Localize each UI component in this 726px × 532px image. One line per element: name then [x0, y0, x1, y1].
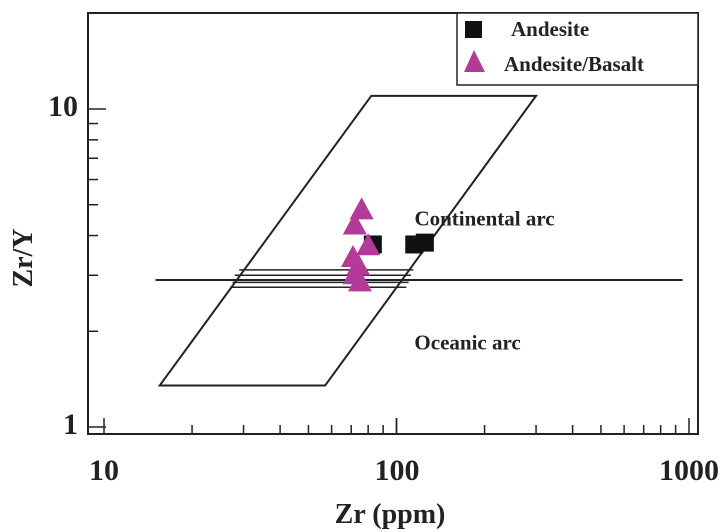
andesite-basalt-point	[349, 197, 374, 220]
continental-arc-label: Continental arc	[414, 207, 554, 231]
legend-label-andesite: Andesite	[511, 17, 589, 41]
x-tick-label-1000: 1000	[659, 454, 719, 487]
y-axis-label: Zr/Y	[8, 228, 39, 287]
y-tick-label-1: 1	[63, 408, 78, 441]
oceanic-arc-label: Oceanic arc	[414, 331, 520, 355]
axis-ticks	[88, 12, 690, 434]
legend-marker-andesite	[465, 21, 482, 38]
x-tick-label-10: 10	[89, 454, 119, 487]
y-tick-label-10: 10	[48, 90, 78, 123]
andesite-basalt-point	[342, 212, 367, 235]
andesite-basalt-point	[347, 269, 372, 292]
legend: Andesite Andesite/Basalt	[456, 12, 699, 86]
legend-box	[456, 12, 699, 86]
andesite-basalt-point	[356, 233, 381, 256]
plot-frame	[87, 12, 699, 435]
x-axis-label: Zr (ppm)	[335, 499, 446, 530]
legend-label-andesite-basalt: Andesite/Basalt	[504, 52, 644, 76]
data-points	[340, 197, 434, 292]
region-labels: Continental arc Oceanic arc	[414, 207, 554, 355]
arc-field-polygon	[157, 94, 539, 387]
x-tick-label-100: 100	[375, 454, 420, 487]
legend-marker-andesite-basalt	[464, 50, 485, 72]
andesite-point	[415, 233, 434, 252]
tectonic-fields	[155, 94, 683, 387]
